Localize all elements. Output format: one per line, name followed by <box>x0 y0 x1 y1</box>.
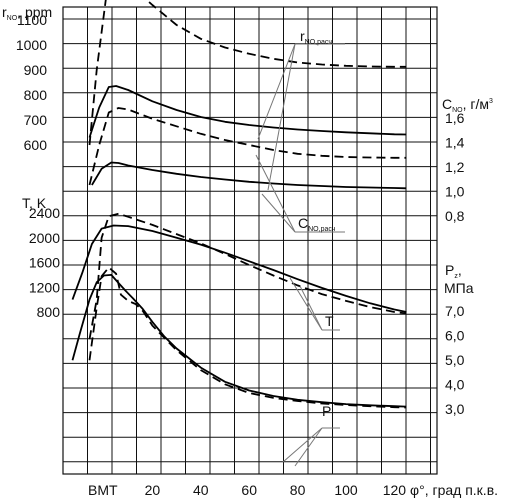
annotation-c-calc: CNO,расч <box>298 215 336 233</box>
annotation-r-calc: rNO,расч <box>300 28 332 46</box>
x-tick-vmt: ВМТ <box>88 482 118 498</box>
rno-tick-label: 700 <box>24 112 48 128</box>
grid <box>62 6 438 475</box>
rno-axis-label: rNO, ppm <box>2 4 52 22</box>
cno-tick-label: 1,0 <box>445 184 465 200</box>
plot-frame <box>62 6 438 475</box>
cno-tick-label: 0,8 <box>445 208 465 224</box>
t-axis-label: T, K <box>22 195 47 211</box>
pz-tick-label: 3,0 <box>445 401 465 417</box>
x-tick-label: 20 <box>145 482 161 498</box>
t-tick-label: 1600 <box>29 255 60 271</box>
leader-line <box>261 193 296 233</box>
x-tick-label: 40 <box>193 482 209 498</box>
rno-tick-label: 1000 <box>16 37 47 53</box>
leader-lines <box>255 43 345 467</box>
pz-tick-label: 7,0 <box>445 303 465 319</box>
annotation-t: T <box>325 313 334 329</box>
cno-axis-label: CNO, г/м3 <box>442 96 493 114</box>
t-tick-label: 800 <box>37 304 61 320</box>
rno-dashed-curve <box>88 0 407 146</box>
tick-labels: 600 700 800 900 1000 1100 800 1200 1600 2000 2400 0… <box>16 12 465 498</box>
rno-tick-label: 800 <box>24 87 48 103</box>
cno-tick-label: 1,6 <box>445 110 465 126</box>
T-solid-curve <box>71 224 407 313</box>
t-tick-label: 2400 <box>29 205 60 221</box>
x-tick-label: 80 <box>290 482 306 498</box>
rno-tick-label: 600 <box>24 137 48 153</box>
pz-axis-label: Pz, <box>445 262 462 280</box>
leader-line <box>294 427 323 467</box>
x-tick-label: 60 <box>241 482 257 498</box>
P-solid-curve <box>71 273 407 408</box>
t-tick-label: 2000 <box>29 230 60 246</box>
x-tick-label: 120 <box>383 482 407 498</box>
cno-tick-label: 1,4 <box>445 135 465 151</box>
rno-tick-label: 900 <box>24 62 48 78</box>
leader-line <box>299 285 323 331</box>
t-tick-label: 1200 <box>29 279 60 295</box>
curves <box>71 0 407 409</box>
annotation-p: P <box>322 403 331 419</box>
rno-solid-curve <box>88 85 407 138</box>
pz-tick-label: 5,0 <box>445 352 465 368</box>
pz-axis-unit: МПа <box>444 280 474 296</box>
x-tick-label: 100 <box>334 482 358 498</box>
leader-line <box>267 43 296 191</box>
leader-line <box>289 277 323 331</box>
T-dashed-curve <box>88 212 407 340</box>
P-dashed-curve <box>88 266 407 409</box>
cno-tick-label: 1,2 <box>445 159 465 175</box>
leader-line <box>255 154 296 233</box>
x-axis-label: φ°, град п.к.в. <box>410 482 498 498</box>
leader-line <box>282 427 323 463</box>
cno-dashed-curve <box>88 107 407 186</box>
cno-solid-curve <box>91 161 407 190</box>
leader-line <box>257 43 296 140</box>
rno-tick-label: 1100 <box>17 12 47 28</box>
pz-tick-label: 4,0 <box>445 377 465 393</box>
pz-tick-label: 6,0 <box>445 328 465 344</box>
